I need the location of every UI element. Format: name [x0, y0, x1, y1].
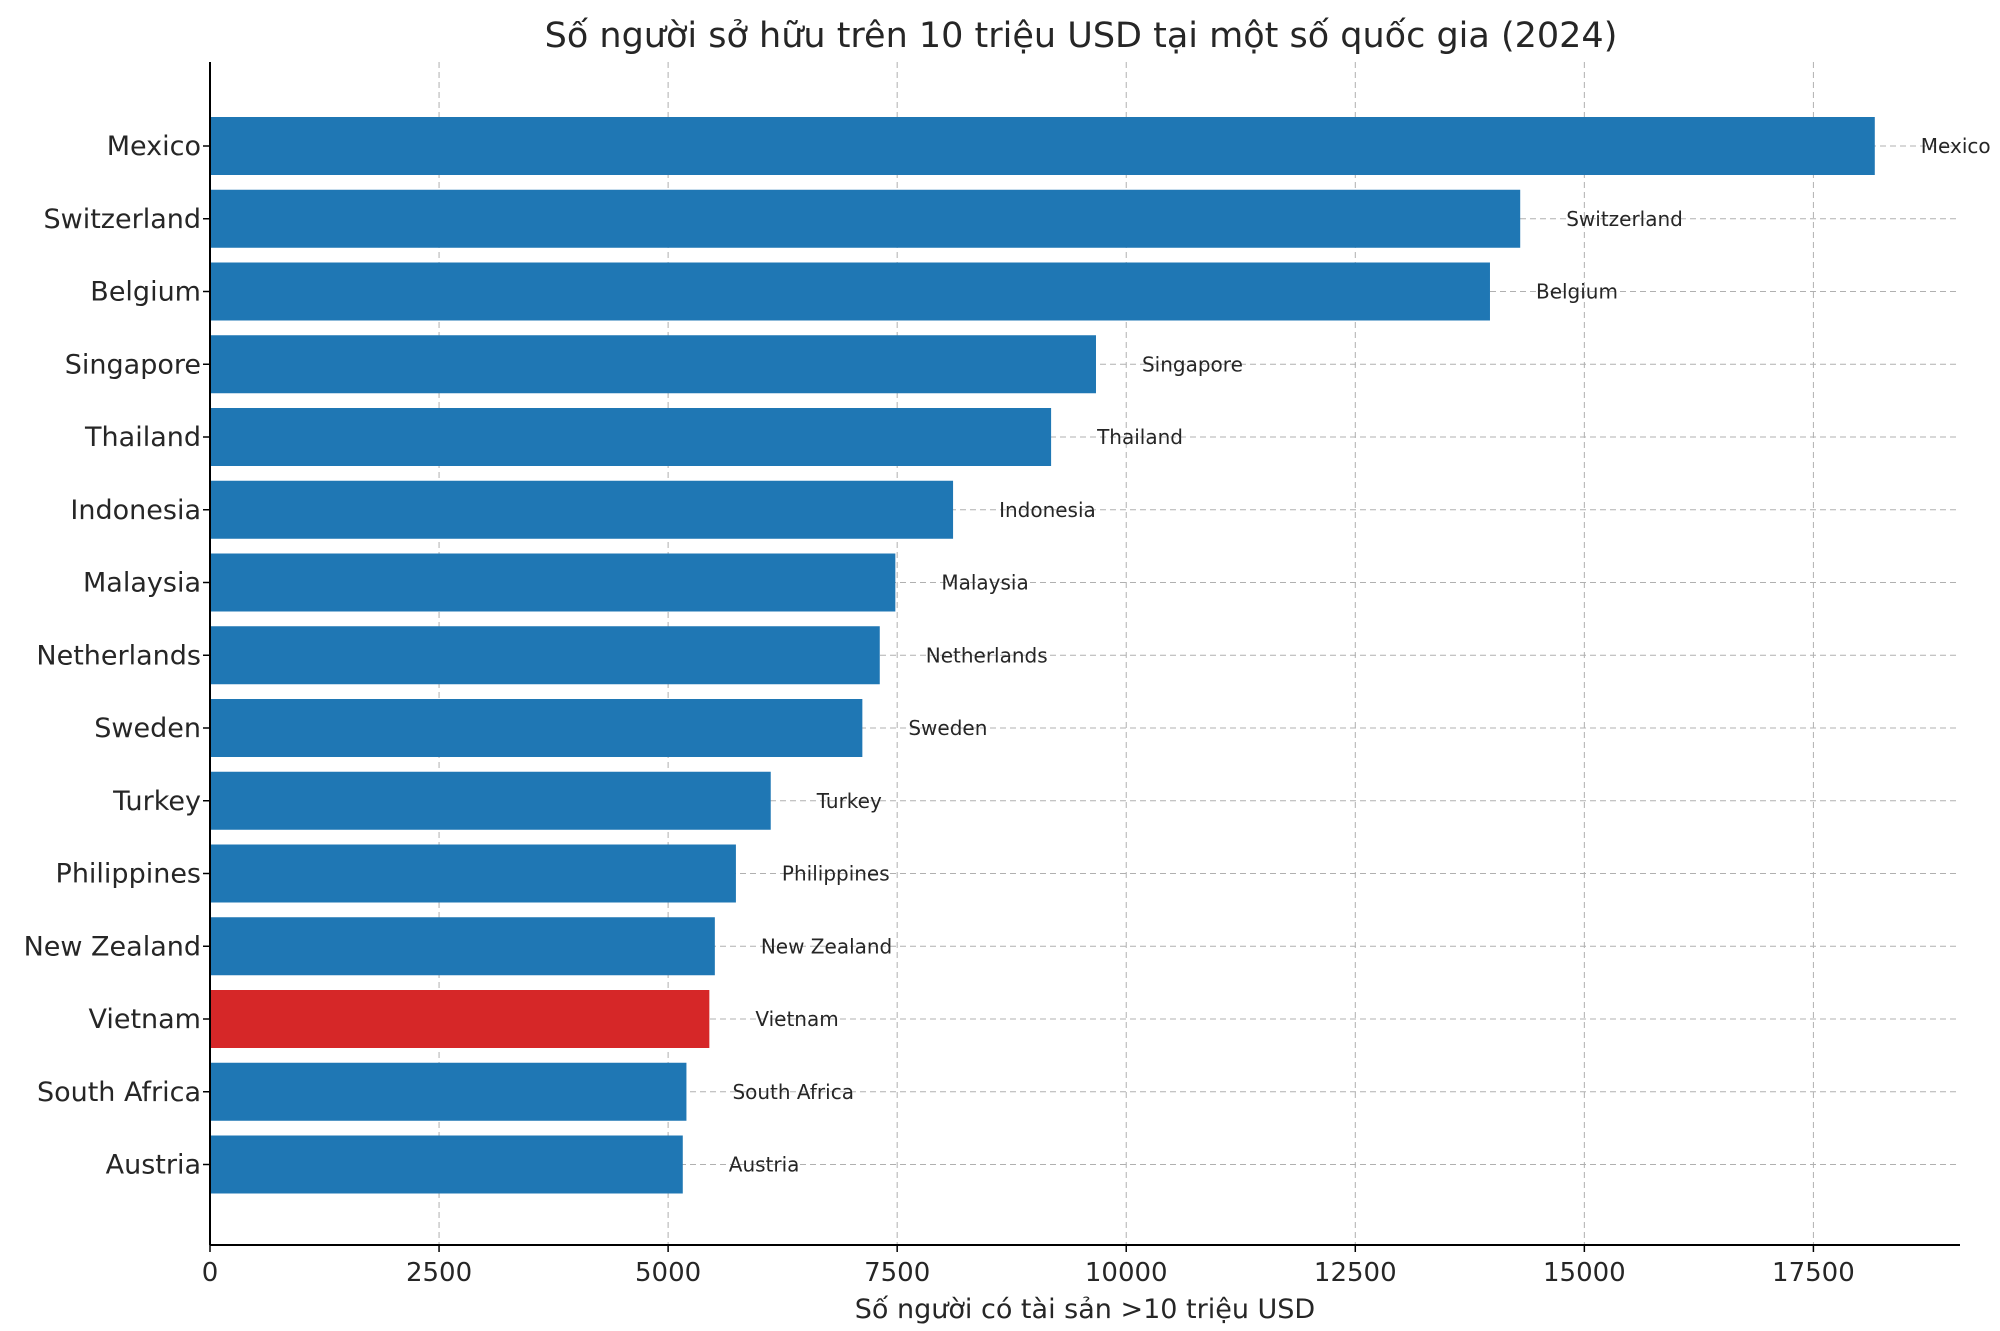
x-tick-label: 17500 — [1772, 1258, 1855, 1288]
bar-sweden — [210, 699, 863, 757]
y-tick-label: Vietnam — [88, 1004, 201, 1035]
data-label: Netherlands — [926, 643, 1048, 667]
x-axis-ticks: 0 2500 5000 7500 10000 12500 15000 17500 — [202, 1245, 1855, 1288]
y-axis-ticks: Mexico Switzerland Belgium Singapore Thailan… — [24, 131, 210, 1181]
data-label: Belgium — [1536, 280, 1618, 304]
data-labels: Mexico Switzerland Belgium Singapore Thailan… — [729, 134, 1991, 1177]
bar-turkey — [210, 771, 771, 830]
bar-austria — [210, 1135, 683, 1194]
data-label: Vietnam — [755, 1007, 838, 1031]
axes — [209, 62, 1960, 1246]
data-label: Malaysia — [941, 571, 1028, 595]
y-tick-label: Indonesia — [70, 495, 201, 526]
y-tick-label: New Zealand — [24, 931, 201, 962]
data-label: South Africa — [732, 1080, 854, 1104]
bar-south-africa — [210, 1062, 687, 1121]
bar-singapore — [210, 335, 1096, 394]
data-label: New Zealand — [761, 934, 892, 958]
bars — [210, 117, 1875, 1194]
y-tick-label: Mexico — [107, 131, 201, 162]
data-label: Mexico — [1921, 134, 1991, 158]
data-label: Turkey — [816, 789, 882, 813]
y-tick-label: Belgium — [90, 277, 201, 308]
y-tick-label: Malaysia — [83, 568, 201, 599]
x-tick-label: 12500 — [1314, 1258, 1397, 1288]
bar-philippines — [210, 844, 736, 903]
y-tick-label: Singapore — [65, 349, 201, 380]
data-label: Indonesia — [999, 498, 1096, 522]
data-label: Sweden — [908, 716, 987, 740]
bar-switzerland — [210, 189, 1521, 248]
y-tick-label: Sweden — [94, 713, 201, 744]
y-tick-label: Austria — [106, 1150, 201, 1181]
bar-belgium — [210, 262, 1490, 321]
x-tick-label: 15000 — [1543, 1258, 1626, 1288]
bar-vietnam — [210, 990, 710, 1048]
y-tick-label: Netherlands — [36, 640, 201, 671]
y-tick-label: Switzerland — [44, 204, 202, 235]
data-label: Austria — [729, 1153, 800, 1177]
x-tick-label: 2500 — [406, 1258, 472, 1288]
y-tick-label: South Africa — [37, 1077, 201, 1108]
x-tick-label: 5000 — [635, 1258, 701, 1288]
chart-title: Số người sở hữu trên 10 triệu USD tại mộ… — [545, 16, 1618, 56]
data-label: Philippines — [782, 862, 890, 886]
data-label: Switzerland — [1566, 207, 1683, 231]
data-label: Thailand — [1096, 425, 1183, 449]
y-tick-label: Philippines — [56, 859, 201, 890]
bar-malaysia — [210, 553, 896, 612]
bar-mexico — [210, 117, 1875, 175]
x-tick-label: 10000 — [1085, 1258, 1168, 1288]
y-tick-label: Thailand — [84, 422, 201, 453]
x-tick-label: 0 — [202, 1258, 219, 1288]
bar-thailand — [210, 408, 1052, 466]
data-label: Singapore — [1142, 352, 1243, 376]
x-axis-label: Số người có tài sản >10 triệu USD — [855, 1294, 1315, 1325]
y-tick-label: Turkey — [112, 786, 201, 817]
x-tick-label: 7500 — [864, 1258, 930, 1288]
bar-indonesia — [210, 480, 954, 539]
bar-netherlands — [210, 626, 880, 685]
bar-new-zealand — [210, 917, 715, 976]
